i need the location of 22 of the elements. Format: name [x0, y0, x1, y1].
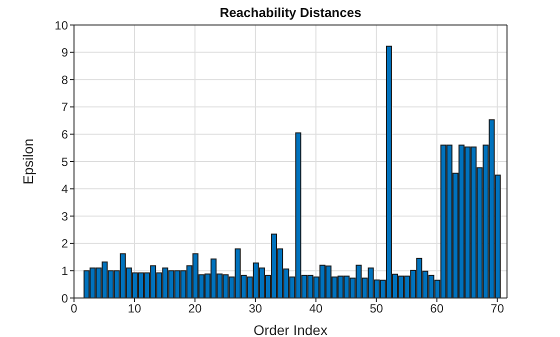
- x-tick-label: 0: [70, 302, 78, 316]
- y-tick-label: 3: [61, 209, 68, 224]
- x-tick-label: 10: [128, 302, 142, 316]
- y-tick-label: 5: [61, 154, 68, 169]
- x-tick-label: 50: [370, 302, 384, 316]
- y-tick-label: 8: [61, 72, 68, 87]
- y-tick-label: 0: [61, 291, 68, 306]
- x-axis-title: Order Index: [254, 322, 328, 337]
- y-tick-label: 2: [61, 236, 68, 251]
- y-tick-label: 4: [61, 182, 68, 196]
- x-tick-label: 60: [430, 302, 444, 316]
- chart-title: Reachability Distances: [218, 5, 362, 20]
- y-tick-label: 7: [61, 100, 68, 114]
- y-tick-label: 6: [61, 127, 68, 142]
- y-tick-label: 9: [61, 46, 68, 60]
- x-tick-label: 40: [309, 302, 323, 316]
- y-axis-title: Epsilon: [20, 138, 36, 184]
- y-tick-label: 1: [61, 264, 68, 278]
- x-tick-label: 70: [490, 302, 504, 316]
- x-tick-label: 20: [188, 302, 202, 316]
- x-tick-label: 30: [248, 302, 262, 316]
- y-tick-label: 10: [54, 18, 68, 32]
